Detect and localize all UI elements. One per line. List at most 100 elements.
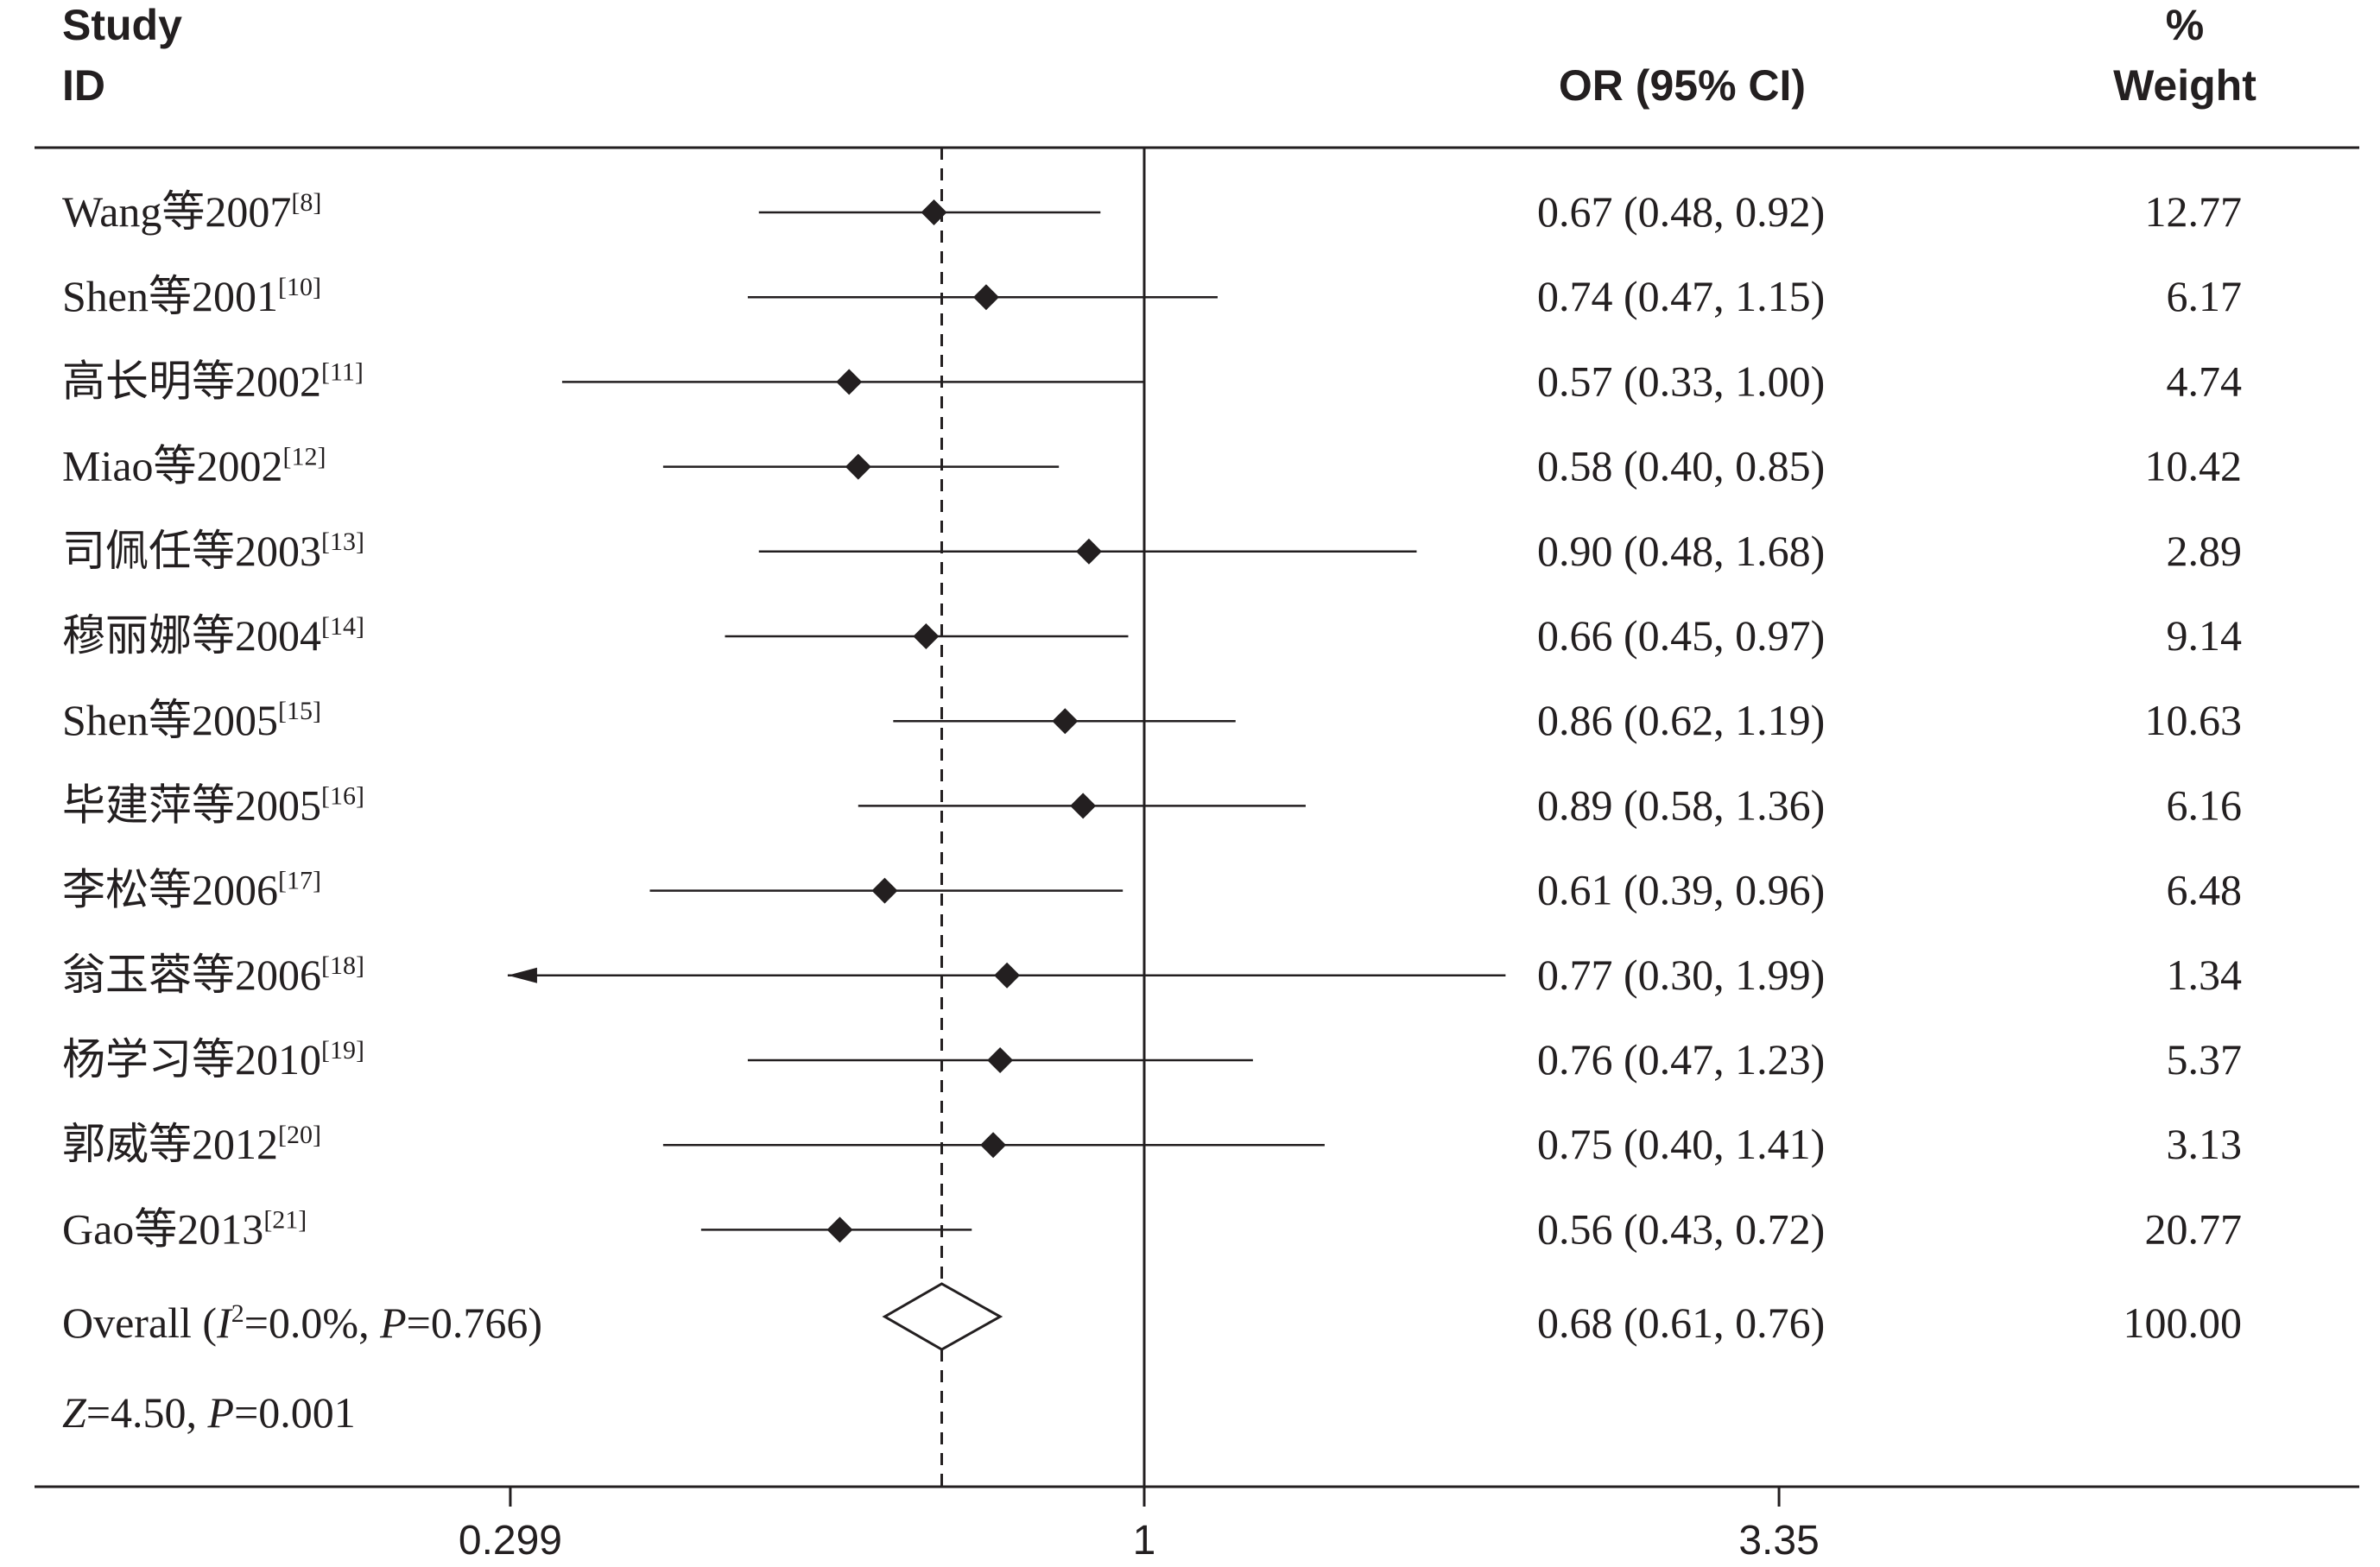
study-reference: [21] — [263, 1205, 307, 1234]
study-name: 杨学习等2010 — [62, 1035, 321, 1084]
study-name: Wang等2007 — [62, 187, 291, 236]
study-row: Shen等2001[10] 0.74 (0.47, 1.15) 6.17 — [62, 272, 2242, 320]
study-name: 郭威等2012 — [62, 1120, 278, 1168]
study-weight: 9.14 — [2167, 611, 2243, 660]
point-estimate-marker — [994, 962, 1021, 989]
study-weight: 10.63 — [2145, 696, 2243, 744]
study-weight: 12.77 — [2145, 187, 2243, 236]
study-weight: 6.16 — [2167, 780, 2243, 829]
study-weight: 4.74 — [2167, 357, 2243, 405]
header-id: ID — [62, 61, 105, 110]
study-label: Shen等2001[10] — [62, 272, 321, 320]
study-row: 司佩任等2003[13] 0.90 (0.48, 1.68) 2.89 — [62, 527, 2242, 575]
study-reference: [20] — [278, 1121, 321, 1149]
study-or-ci: 0.75 (0.40, 1.41) — [1537, 1120, 1825, 1168]
study-row: Gao等2013[21] 0.56 (0.43, 0.72) 20.77 — [62, 1204, 2242, 1253]
overall-or: 0.68 (0.61, 0.76) — [1537, 1298, 1825, 1347]
study-weight: 3.13 — [2167, 1120, 2243, 1168]
study-name: Miao等2002 — [62, 442, 283, 490]
study-or-ci: 0.67 (0.48, 0.92) — [1537, 187, 1825, 236]
point-estimate-marker — [980, 1132, 1007, 1159]
study-weight: 10.42 — [2145, 442, 2243, 490]
study-reference: [18] — [321, 951, 364, 980]
header-study: Study — [62, 1, 182, 49]
study-name: Shen等2001 — [62, 272, 278, 320]
study-name: 司佩任等2003 — [62, 527, 321, 575]
study-or-ci: 0.86 (0.62, 1.19) — [1537, 696, 1825, 744]
header-percent: % — [2166, 1, 2204, 49]
point-estimate-marker — [1052, 708, 1079, 735]
study-name: 毕建萍等2005 — [62, 780, 321, 829]
study-row: 穆丽娜等2004[14] 0.66 (0.45, 0.97) 9.14 — [62, 611, 2242, 660]
study-reference: [17] — [278, 867, 321, 895]
point-estimate-marker — [826, 1216, 853, 1243]
study-weight: 20.77 — [2145, 1204, 2243, 1253]
x-tick-label: 0.299 — [459, 1518, 562, 1564]
study-reference: [15] — [278, 697, 321, 725]
study-label: 穆丽娜等2004[14] — [62, 611, 364, 660]
header-or: OR (95% CI) — [1559, 61, 1806, 110]
study-label: 司佩任等2003[13] — [62, 527, 364, 575]
study-row: Miao等2002[12] 0.58 (0.40, 0.85) 10.42 — [62, 442, 2242, 490]
study-name: Shen等2005 — [62, 696, 278, 744]
study-label: 毕建萍等2005[16] — [62, 780, 364, 829]
overall-diamond — [882, 1282, 1003, 1351]
point-estimate-marker — [871, 877, 898, 904]
study-or-ci: 0.76 (0.47, 1.23) — [1537, 1035, 1825, 1084]
study-reference: [11] — [321, 357, 364, 386]
study-reference: [8] — [291, 188, 321, 217]
point-estimate-marker — [921, 199, 947, 225]
study-name: Gao等2013 — [62, 1204, 263, 1253]
study-label: 杨学习等2010[19] — [62, 1035, 364, 1084]
z-test-label: Z=4.50, P=0.001 — [62, 1388, 356, 1437]
study-row: 翁玉蓉等2006[18] 0.77 (0.30, 1.99) 1.34 — [62, 951, 2242, 999]
study-label: 李松等2006[17] — [62, 866, 321, 914]
point-estimate-marker — [972, 284, 999, 311]
study-name: 高长明等2002 — [62, 357, 321, 405]
study-row: 杨学习等2010[19] 0.76 (0.47, 1.23) 5.37 — [62, 1035, 2242, 1084]
study-label: Miao等2002[12] — [62, 442, 326, 490]
study-or-ci: 0.74 (0.47, 1.15) — [1537, 272, 1825, 320]
study-row: 郭威等2012[20] 0.75 (0.40, 1.41) 3.13 — [62, 1120, 2242, 1168]
overall-weight: 100.00 — [2124, 1298, 2243, 1347]
study-row: 李松等2006[17] 0.61 (0.39, 0.96) 6.48 — [62, 866, 2242, 914]
point-estimate-marker — [836, 369, 863, 395]
study-weight: 2.89 — [2167, 527, 2243, 575]
study-row: 毕建萍等2005[16] 0.89 (0.58, 1.36) 6.16 — [62, 780, 2242, 829]
x-tick-label: 3.35 — [1738, 1518, 1819, 1564]
study-label: 翁玉蓉等2006[18] — [62, 951, 364, 999]
study-reference: [10] — [278, 273, 321, 301]
study-reference: [14] — [321, 612, 364, 641]
study-reference: [16] — [321, 781, 364, 810]
x-axis-ticks: 0.299 1 3.35 — [459, 1487, 1820, 1564]
study-weight: 6.48 — [2167, 866, 2243, 914]
study-name: 李松等2006 — [62, 866, 278, 914]
study-label: Wang等2007[8] — [62, 187, 321, 236]
study-label: Gao等2013[21] — [62, 1204, 307, 1253]
header-weight: Weight — [2113, 61, 2257, 110]
study-or-ci: 0.89 (0.58, 1.36) — [1537, 780, 1825, 829]
study-label: 郭威等2012[20] — [62, 1120, 321, 1168]
study-or-ci: 0.57 (0.33, 1.00) — [1537, 357, 1825, 405]
study-or-ci: 0.56 (0.43, 0.72) — [1537, 1204, 1825, 1253]
point-estimate-marker — [987, 1047, 1014, 1073]
study-reference: [19] — [321, 1036, 364, 1065]
study-or-ci: 0.61 (0.39, 0.96) — [1537, 866, 1825, 914]
study-weight: 1.34 — [2167, 951, 2243, 999]
study-or-ci: 0.58 (0.40, 0.85) — [1537, 442, 1825, 490]
study-weight: 5.37 — [2167, 1035, 2243, 1084]
overall-label: Overall (I2=0.0%, P=0.766) — [62, 1298, 542, 1347]
point-estimate-marker — [1075, 538, 1102, 565]
study-label: Shen等2005[15] — [62, 696, 321, 744]
point-estimate-marker — [913, 623, 940, 649]
study-or-ci: 0.77 (0.30, 1.99) — [1537, 951, 1825, 999]
study-reference: [12] — [283, 443, 326, 471]
study-row: Wang等2007[8] 0.67 (0.48, 0.92) 12.77 — [62, 187, 2242, 236]
study-or-ci: 0.90 (0.48, 1.68) — [1537, 527, 1825, 575]
study-label: 高长明等2002[11] — [62, 357, 364, 405]
study-row: Shen等2005[15] 0.86 (0.62, 1.19) 10.63 — [62, 696, 2242, 744]
point-estimate-marker — [1070, 793, 1097, 819]
study-row: 高长明等2002[11] 0.57 (0.33, 1.00) 4.74 — [62, 357, 2242, 405]
study-or-ci: 0.66 (0.45, 0.97) — [1537, 611, 1825, 660]
